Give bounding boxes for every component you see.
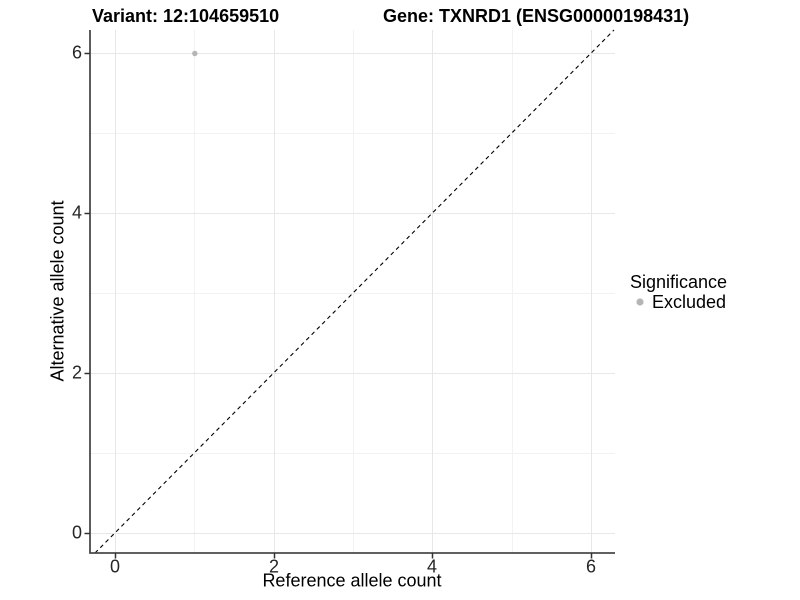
x-tick-label-6: 6 <box>585 556 597 577</box>
identity-reference-line <box>94 29 615 554</box>
axis-lines <box>89 30 615 554</box>
x-tick-label-2: 2 <box>268 556 280 577</box>
y-tick-label-2: 2 <box>71 362 82 383</box>
x-tick-label-4: 4 <box>426 556 438 577</box>
x-tick-label-0: 0 <box>109 556 121 577</box>
legend-key-dot <box>636 298 644 306</box>
plot-title-variant: Variant: 12:104659510 <box>92 6 280 26</box>
axis-tick-marks <box>84 52 593 559</box>
grid-minor <box>90 30 615 553</box>
legend-entry-label: Excluded <box>652 292 727 312</box>
y-tick-label-0: 0 <box>71 522 82 543</box>
y-tick-label-4: 4 <box>71 202 82 223</box>
y-axis-title: Alternative allele count <box>47 200 68 382</box>
legend-title: Significance <box>630 272 728 292</box>
y-tick-label-6: 6 <box>71 42 82 63</box>
x-axis-title: Reference allele count <box>262 570 442 591</box>
data-point <box>192 50 198 57</box>
grid-major <box>90 30 615 553</box>
plot-title-gene: Gene: TXNRD1 (ENSG00000198431) <box>383 6 690 26</box>
